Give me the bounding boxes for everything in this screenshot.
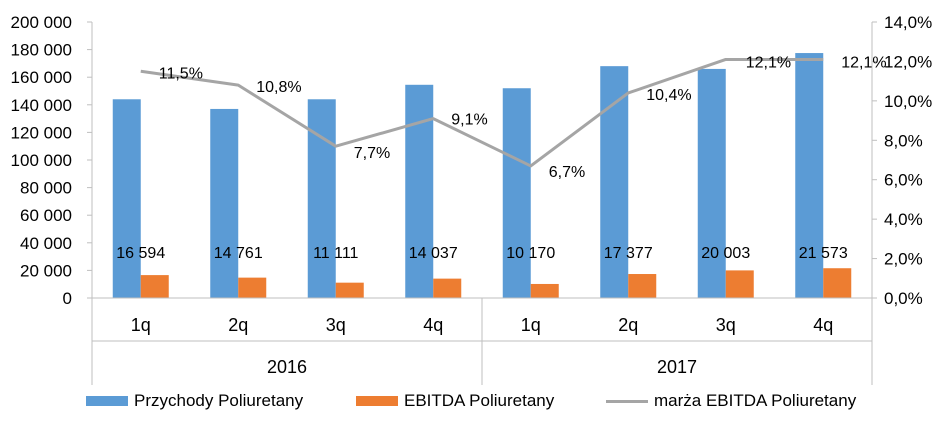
y-left-tick-label: 60 000: [20, 206, 72, 225]
y-left-tick-label: 100 000: [11, 151, 72, 170]
margin-data-label: 12,1%: [746, 54, 791, 71]
x-category-label: 3q: [326, 315, 346, 335]
ebitda-bar: [823, 268, 852, 298]
x-category-label: 4q: [813, 315, 833, 335]
ebitda-data-label: 14 761: [214, 245, 263, 262]
revenue-bar: [405, 84, 434, 298]
y-right-tick-label: 2,0%: [884, 250, 923, 269]
ebitda-bar: [433, 278, 462, 298]
y-left-tick-label: 180 000: [11, 41, 72, 60]
combo-chart: 0 20 000 40 000 60 000 80 000 100 000 120 000 1…: [11, 13, 932, 385]
x-category-label: 1q: [131, 315, 151, 335]
legend-label-revenue: Przychody Poliuretany: [134, 391, 304, 410]
margin-data-label: 12,1%: [841, 54, 886, 71]
y-right-tick-label: 12,0%: [884, 52, 932, 71]
y-left-tick-label: 20 000: [20, 261, 72, 280]
legend-label-ebitda: EBITDA Poliuretany: [404, 391, 555, 410]
revenue-bar: [112, 99, 141, 298]
y-right-tick-label: 0,0%: [884, 289, 923, 308]
ebitda-data-label: 20 003: [701, 245, 750, 262]
ebitda-data-label: 10 170: [506, 245, 555, 262]
margin-data-label: 11,5%: [159, 65, 203, 82]
y-left-tick-label: 120 000: [11, 123, 72, 142]
revenue-bar: [600, 66, 629, 298]
legend-item-margin: marża EBITDA Poliuretany: [606, 386, 856, 416]
legend-swatch-revenue: [86, 396, 128, 406]
legend-swatch-ebitda: [356, 396, 398, 406]
ebitda-bar: [335, 282, 364, 298]
x-category-label: 2q: [228, 315, 248, 335]
legend-swatch-margin: [606, 399, 648, 403]
x-year-label: 2016: [267, 357, 307, 377]
ebitda-data-label: 16 594: [116, 245, 165, 262]
x-category-label: 2q: [618, 315, 638, 335]
x-category-label: 1q: [521, 315, 541, 335]
x-category-label: 3q: [716, 315, 736, 335]
margin-data-label: 6,7%: [549, 164, 585, 181]
x-category-label: 4q: [423, 315, 443, 335]
ebitda-data-label: 21 573: [799, 245, 848, 262]
ebitda-bar: [140, 275, 169, 298]
margin-line: [140, 57, 824, 168]
margin-data-label: 10,8%: [256, 79, 301, 96]
y-right-tick-label: 8,0%: [884, 131, 923, 150]
ebitda-data-label: 17 377: [604, 245, 653, 262]
ebitda-bar: [725, 270, 754, 298]
legend-label-margin: marża EBITDA Poliuretany: [654, 391, 857, 410]
y-left-tick-label: 0: [63, 289, 72, 308]
y-left-tick-label: 160 000: [11, 68, 72, 87]
revenue-bar: [502, 88, 531, 299]
chart-legend: Przychody Poliuretany EBITDA Poliuretany…: [0, 386, 945, 416]
revenue-bar: [697, 68, 726, 298]
ebitda-data-label: 14 037: [409, 245, 458, 262]
y-left-tick-label: 80 000: [20, 179, 72, 198]
y-right-tick-label: 10,0%: [884, 92, 932, 111]
x-year-label: 2017: [657, 357, 697, 377]
y-right-tick-label: 4,0%: [884, 210, 923, 229]
y-left-tick-label: 200 000: [11, 13, 72, 32]
margin-data-label: 10,4%: [646, 87, 691, 104]
ebitda-bar: [628, 274, 657, 298]
revenue-bar: [795, 53, 824, 298]
margin-data-label: 9,1%: [451, 112, 487, 129]
y-left-tick-label: 40 000: [20, 234, 72, 253]
ebitda-data-label: 11 111: [313, 245, 358, 262]
revenue-bar: [210, 108, 239, 298]
revenue-bar: [307, 99, 336, 298]
margin-data-label: 7,7%: [354, 145, 390, 162]
y-right-tick-label: 6,0%: [884, 171, 923, 190]
ebitda-bar: [238, 277, 267, 298]
legend-item-revenue: Przychody Poliuretany: [86, 386, 303, 416]
legend-item-ebitda: EBITDA Poliuretany: [356, 386, 554, 416]
ebitda-bar: [530, 283, 559, 298]
y-right-tick-label: 14,0%: [884, 13, 932, 32]
y-left-tick-label: 140 000: [11, 96, 72, 115]
